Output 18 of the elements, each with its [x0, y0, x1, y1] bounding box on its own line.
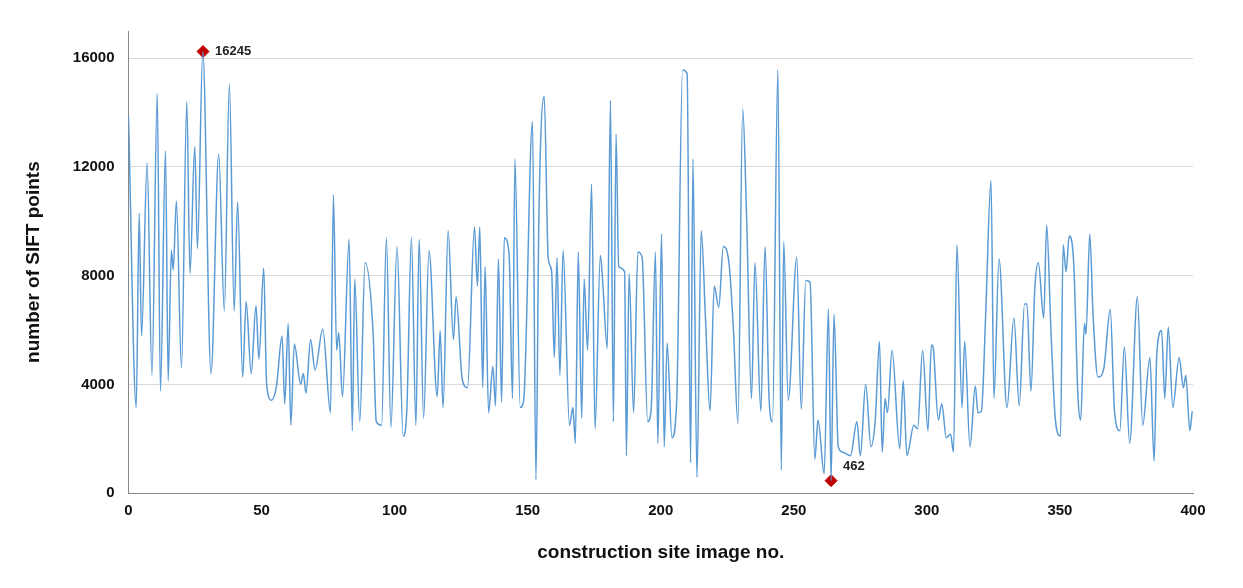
x-axis-title: construction site image no. — [537, 540, 785, 562]
x-tick-label: 100 — [382, 501, 408, 519]
x-tick-label: 400 — [1180, 501, 1206, 519]
y-tick-label: 16000 — [72, 48, 115, 66]
y-axis-title: number of SIFT points — [21, 161, 43, 363]
x-tick-label: 300 — [914, 501, 940, 519]
x-tick-label: 0 — [124, 501, 133, 519]
x-tick-label: 50 — [253, 501, 270, 519]
y-tick-label: 12000 — [72, 157, 115, 175]
y-tick-label: 4000 — [81, 374, 115, 392]
y-tick-label: 0 — [106, 483, 115, 501]
data-label: 462 — [843, 458, 865, 474]
x-tick-label: 200 — [648, 501, 674, 519]
x-tick-label: 150 — [515, 501, 541, 519]
x-tick-label: 250 — [781, 501, 807, 519]
y-tick-label: 8000 — [81, 265, 115, 283]
x-tick-label: 350 — [1047, 501, 1073, 519]
data-label: 16245 — [215, 43, 252, 59]
